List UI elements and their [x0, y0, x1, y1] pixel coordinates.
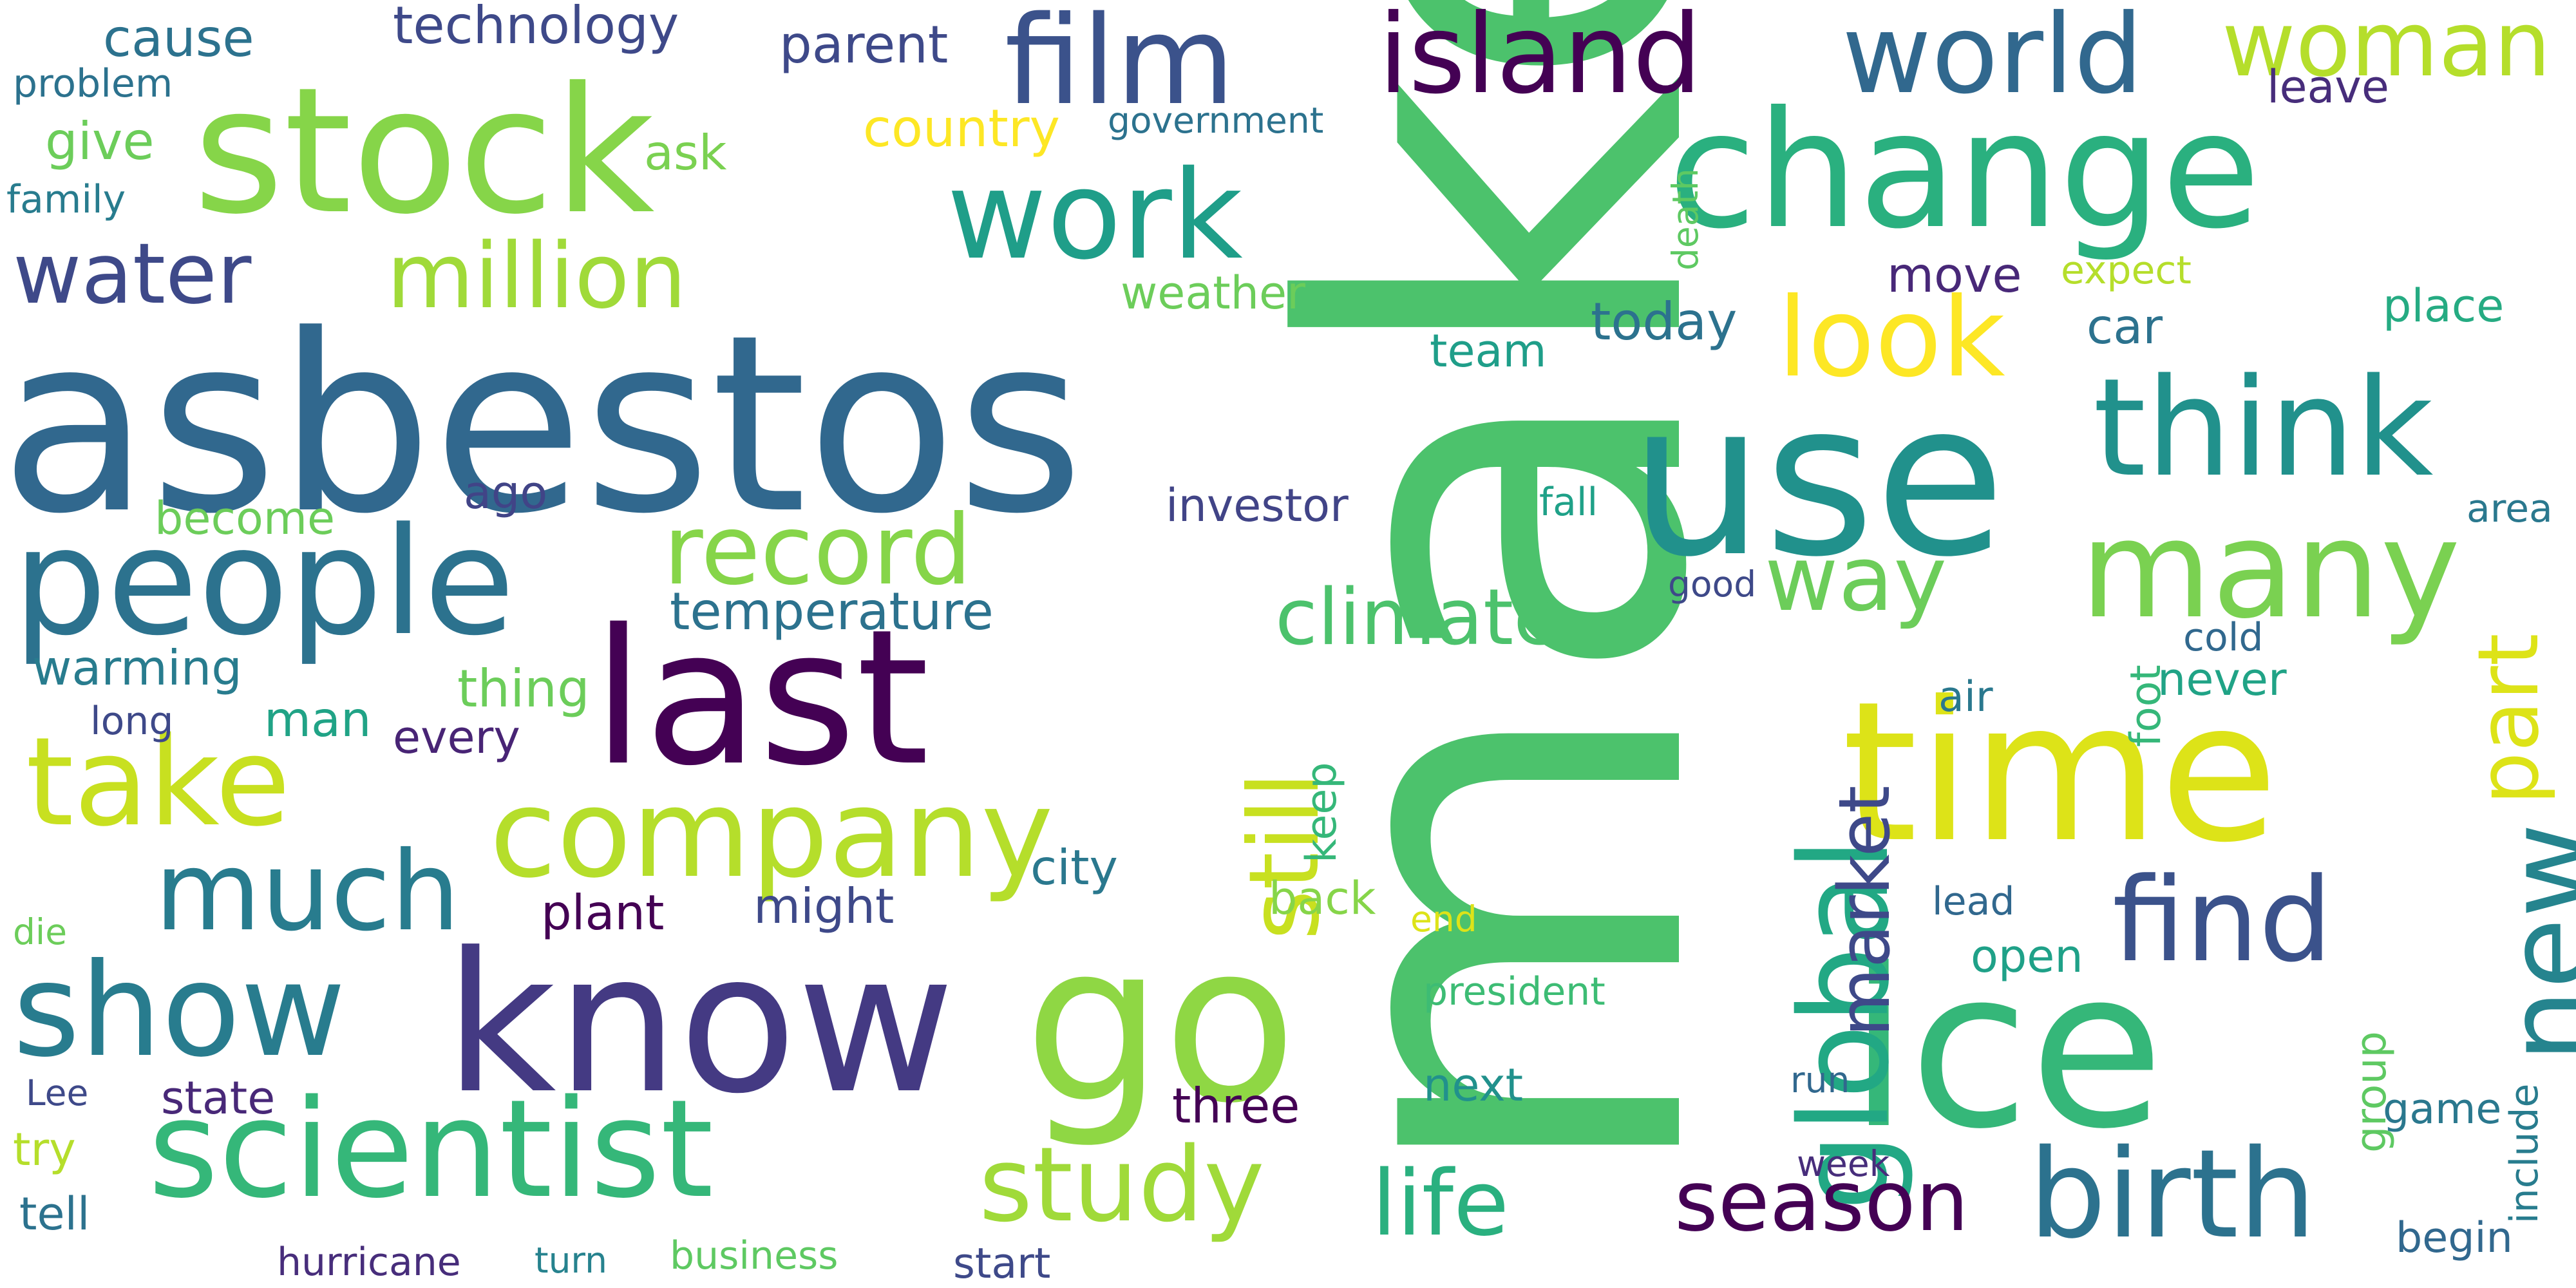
word-show: show	[13, 936, 346, 1086]
word-way: way	[1765, 527, 1947, 632]
word-family: family	[6, 177, 126, 222]
word-area: area	[2467, 486, 2553, 531]
word-give: give	[45, 111, 155, 171]
word-good: good	[1668, 564, 1757, 605]
word-scientist: scientist	[148, 1070, 714, 1228]
word-city: city	[1030, 839, 1118, 896]
word-world: world	[1842, 0, 2144, 118]
word-state: state	[161, 1072, 276, 1124]
word-open: open	[1971, 930, 2083, 983]
word-problem: problem	[13, 61, 173, 106]
word-know: know	[444, 911, 955, 1136]
word-cause: cause	[103, 8, 254, 68]
word-find: find	[2112, 853, 2333, 988]
word-use: use	[1629, 356, 2006, 603]
word-car: car	[2087, 298, 2163, 355]
word-ago: ago	[464, 466, 548, 519]
word-change: change	[1668, 77, 2261, 264]
word-weather: weather	[1121, 267, 1305, 319]
word-place: place	[2383, 279, 2505, 332]
word-week: week	[1797, 1143, 1890, 1184]
word-film: film	[1005, 0, 1235, 132]
word-stock: stock	[193, 50, 655, 252]
word-people: people	[13, 497, 515, 668]
word-record: record	[663, 495, 972, 607]
word-end: end	[1410, 898, 1477, 940]
word-warming: warming	[32, 639, 242, 696]
word-climate: climate	[1275, 573, 1561, 663]
word-next: next	[1423, 1059, 1524, 1112]
word-air: air	[1938, 673, 1993, 721]
word-today: today	[1591, 292, 1738, 352]
word-birth: birth	[2029, 1123, 2316, 1265]
word-million: million	[386, 224, 687, 329]
word-company: company	[489, 762, 1054, 905]
word-fall: fall	[1539, 480, 1598, 525]
word-island: island	[1378, 0, 1702, 118]
word-life: life	[1372, 1151, 1510, 1256]
word-president: president	[1423, 969, 1605, 1014]
word-death: death	[1665, 168, 1706, 270]
word-time: time	[1842, 660, 2278, 885]
word-business: business	[670, 1233, 838, 1278]
word-expect: expect	[2061, 248, 2192, 293]
word-three: three	[1172, 1077, 1300, 1134]
word-part: part	[2459, 633, 2557, 805]
word-move: move	[1887, 247, 2022, 303]
word-cold: cold	[2183, 615, 2264, 660]
word-asbestos: asbestos	[0, 282, 1084, 567]
word-hurricane: hurricane	[277, 1240, 461, 1285]
word-think: think	[2093, 349, 2434, 507]
word-team: team	[1430, 325, 1547, 377]
word-investor: investor	[1166, 479, 1349, 532]
word-woman: woman	[2222, 0, 2552, 97]
word-start: start	[953, 1240, 1051, 1288]
word-last: last	[592, 590, 930, 807]
word-might: might	[753, 878, 895, 934]
word-government: government	[1108, 100, 1324, 141]
word-never: never	[2157, 653, 2287, 706]
word-water: water	[13, 225, 252, 323]
word-temperature: temperature	[670, 582, 994, 641]
word-ask: ask	[644, 124, 727, 181]
word-new: new	[2483, 822, 2576, 1063]
word-foot: foot	[2122, 665, 2170, 747]
word-try: try	[13, 1123, 76, 1176]
word-plant: plant	[541, 884, 665, 941]
word-market: market	[1823, 785, 1906, 1037]
word-much: much	[155, 828, 460, 956]
word-season: season	[1674, 1152, 1969, 1250]
word-run: run	[1790, 1059, 1850, 1101]
word-country: country	[863, 99, 1060, 158]
word-thing: thing	[457, 659, 590, 719]
word-study: study	[979, 1124, 1265, 1245]
word-long: long	[90, 699, 174, 744]
word-lead: lead	[1932, 879, 2015, 924]
word-work: work	[947, 144, 1243, 287]
word-parent: parent	[779, 15, 949, 75]
word-include: include	[2502, 1083, 2547, 1224]
word-leave: leave	[2267, 61, 2389, 113]
word-lee: Lee	[26, 1072, 89, 1113]
word-technology: technology	[393, 0, 679, 55]
word-go: go	[1024, 896, 1297, 1151]
word-look: look	[1777, 274, 2005, 402]
word-become: become	[155, 492, 336, 545]
word-die: die	[13, 911, 68, 952]
word-man: man	[264, 691, 372, 748]
word-ice: ice	[1848, 922, 2164, 1177]
word-many: many	[2080, 491, 2461, 649]
word-back: back	[1269, 872, 1376, 925]
word-begin: begin	[2396, 1214, 2513, 1262]
word-keep: keep	[1298, 762, 1346, 863]
word-take: take	[26, 711, 291, 853]
word-tell: tell	[19, 1188, 90, 1240]
word-turn: turn	[535, 1240, 607, 1281]
word-every: every	[393, 711, 520, 764]
word-game: game	[2383, 1085, 2502, 1133]
